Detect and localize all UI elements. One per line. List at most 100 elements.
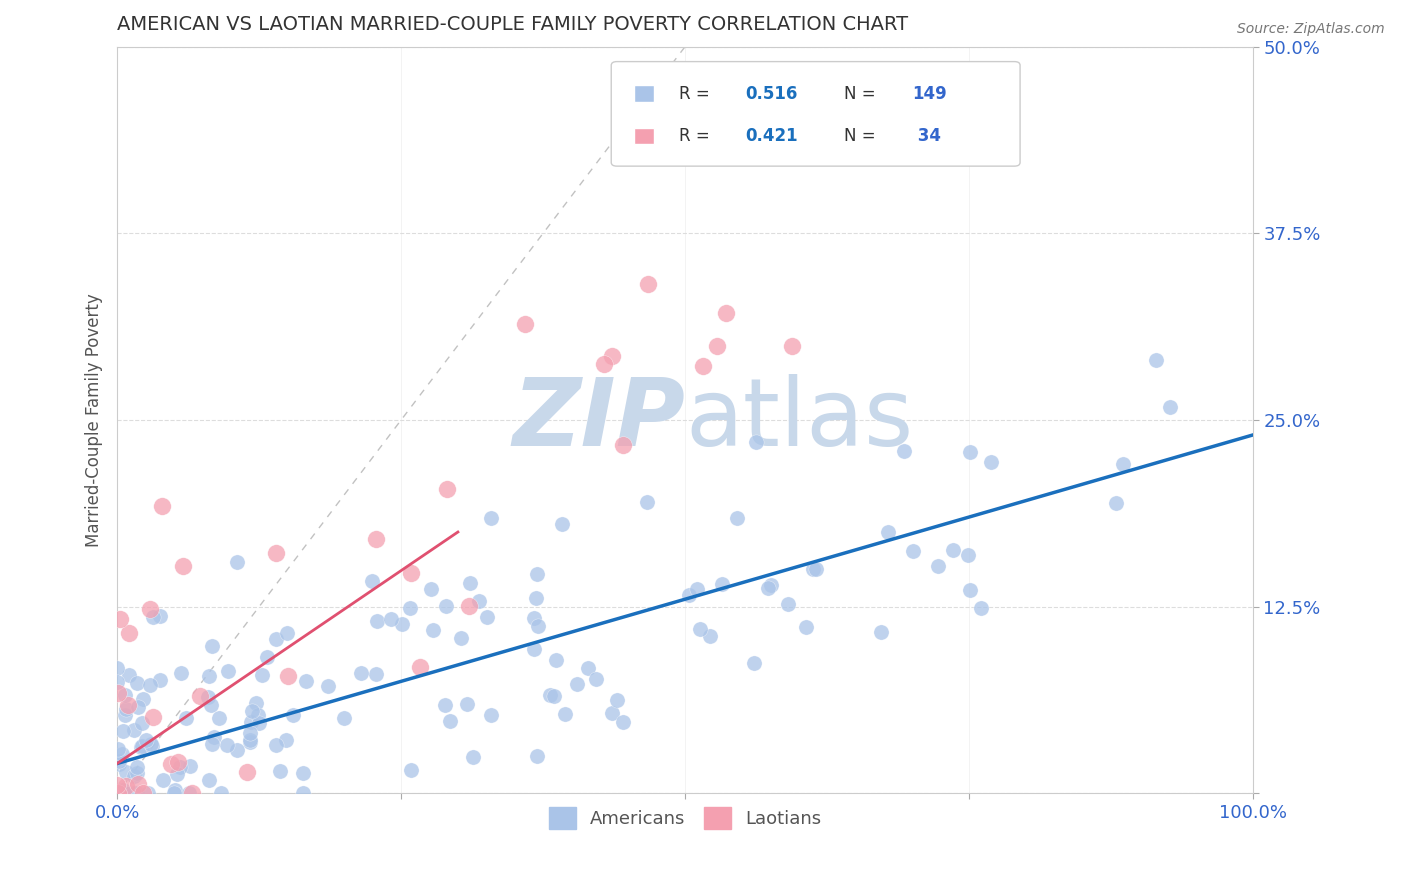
Point: [125, 786, 148, 800]
Point: [110, 786, 132, 800]
Point: [201, 737, 224, 751]
Point: [239, 733, 262, 747]
Point: [283, 707, 305, 722]
Point: [600, 706, 623, 721]
Text: N =: N =: [844, 85, 882, 103]
Point: [744, 434, 766, 449]
Point: [959, 583, 981, 598]
Point: [716, 306, 738, 320]
Point: [468, 594, 491, 608]
Point: [179, 786, 201, 800]
Point: [135, 732, 157, 747]
Point: [689, 622, 711, 636]
Point: [456, 697, 478, 711]
Point: [269, 764, 291, 778]
Point: [111, 747, 134, 761]
Point: [295, 673, 318, 688]
Point: [901, 544, 924, 558]
Point: [264, 632, 287, 646]
Point: [776, 597, 799, 611]
Point: [159, 757, 181, 772]
Point: [115, 702, 138, 716]
Point: [401, 763, 423, 777]
Point: [112, 724, 135, 739]
Text: 0.516: 0.516: [745, 85, 797, 103]
Point: [139, 678, 162, 692]
Point: [420, 582, 443, 596]
Point: [118, 625, 141, 640]
Point: [132, 692, 155, 706]
Point: [179, 759, 201, 773]
Point: [217, 738, 239, 752]
Point: [434, 599, 457, 614]
Point: [744, 657, 766, 671]
FancyBboxPatch shape: [612, 62, 1021, 166]
Point: [969, 601, 991, 615]
Point: [108, 786, 131, 800]
Point: [543, 689, 565, 703]
Point: [240, 704, 263, 718]
Point: [592, 358, 614, 372]
Point: [759, 578, 782, 592]
Point: [181, 786, 204, 800]
Text: N =: N =: [844, 128, 882, 145]
Point: [980, 454, 1002, 468]
Point: [112, 783, 135, 797]
Text: 34: 34: [912, 128, 941, 145]
Point: [131, 716, 153, 731]
Point: [602, 349, 624, 363]
Point: [565, 677, 588, 691]
Point: [481, 708, 503, 723]
Point: [114, 688, 136, 702]
Point: [107, 757, 129, 772]
Point: [538, 688, 561, 702]
Point: [256, 649, 278, 664]
Point: [197, 772, 219, 787]
Point: [163, 786, 186, 800]
Point: [523, 611, 546, 625]
Point: [200, 698, 222, 712]
Point: [127, 676, 149, 690]
Point: [612, 438, 634, 452]
Point: [291, 765, 314, 780]
Point: [131, 786, 153, 800]
Point: [141, 739, 163, 753]
Point: [1159, 400, 1181, 414]
Point: [409, 659, 432, 673]
Point: [316, 679, 339, 693]
Point: [250, 668, 273, 682]
Point: [422, 624, 444, 638]
Point: [105, 661, 128, 675]
Point: [804, 562, 827, 576]
Point: [756, 581, 779, 595]
Point: [870, 624, 893, 639]
Point: [172, 559, 194, 574]
Point: [136, 786, 159, 800]
Point: [686, 582, 709, 597]
Point: [366, 667, 388, 681]
Point: [226, 743, 249, 757]
Point: [264, 738, 287, 752]
Text: 0.421: 0.421: [745, 128, 797, 145]
Point: [585, 673, 607, 687]
Point: [127, 759, 149, 773]
Point: [477, 610, 499, 624]
Point: [127, 700, 149, 714]
Point: [139, 601, 162, 615]
Point: [170, 666, 193, 681]
Point: [247, 708, 270, 723]
Point: [169, 760, 191, 774]
Point: [276, 626, 298, 640]
Point: [166, 767, 188, 781]
Point: [107, 786, 129, 800]
Point: [208, 711, 231, 725]
Point: [114, 765, 136, 780]
Point: [188, 689, 211, 703]
Point: [165, 782, 187, 797]
Text: ZIP: ZIP: [512, 374, 685, 466]
Point: [551, 517, 574, 532]
Point: [122, 723, 145, 738]
Point: [612, 715, 634, 730]
Point: [245, 696, 267, 710]
Point: [149, 673, 172, 688]
